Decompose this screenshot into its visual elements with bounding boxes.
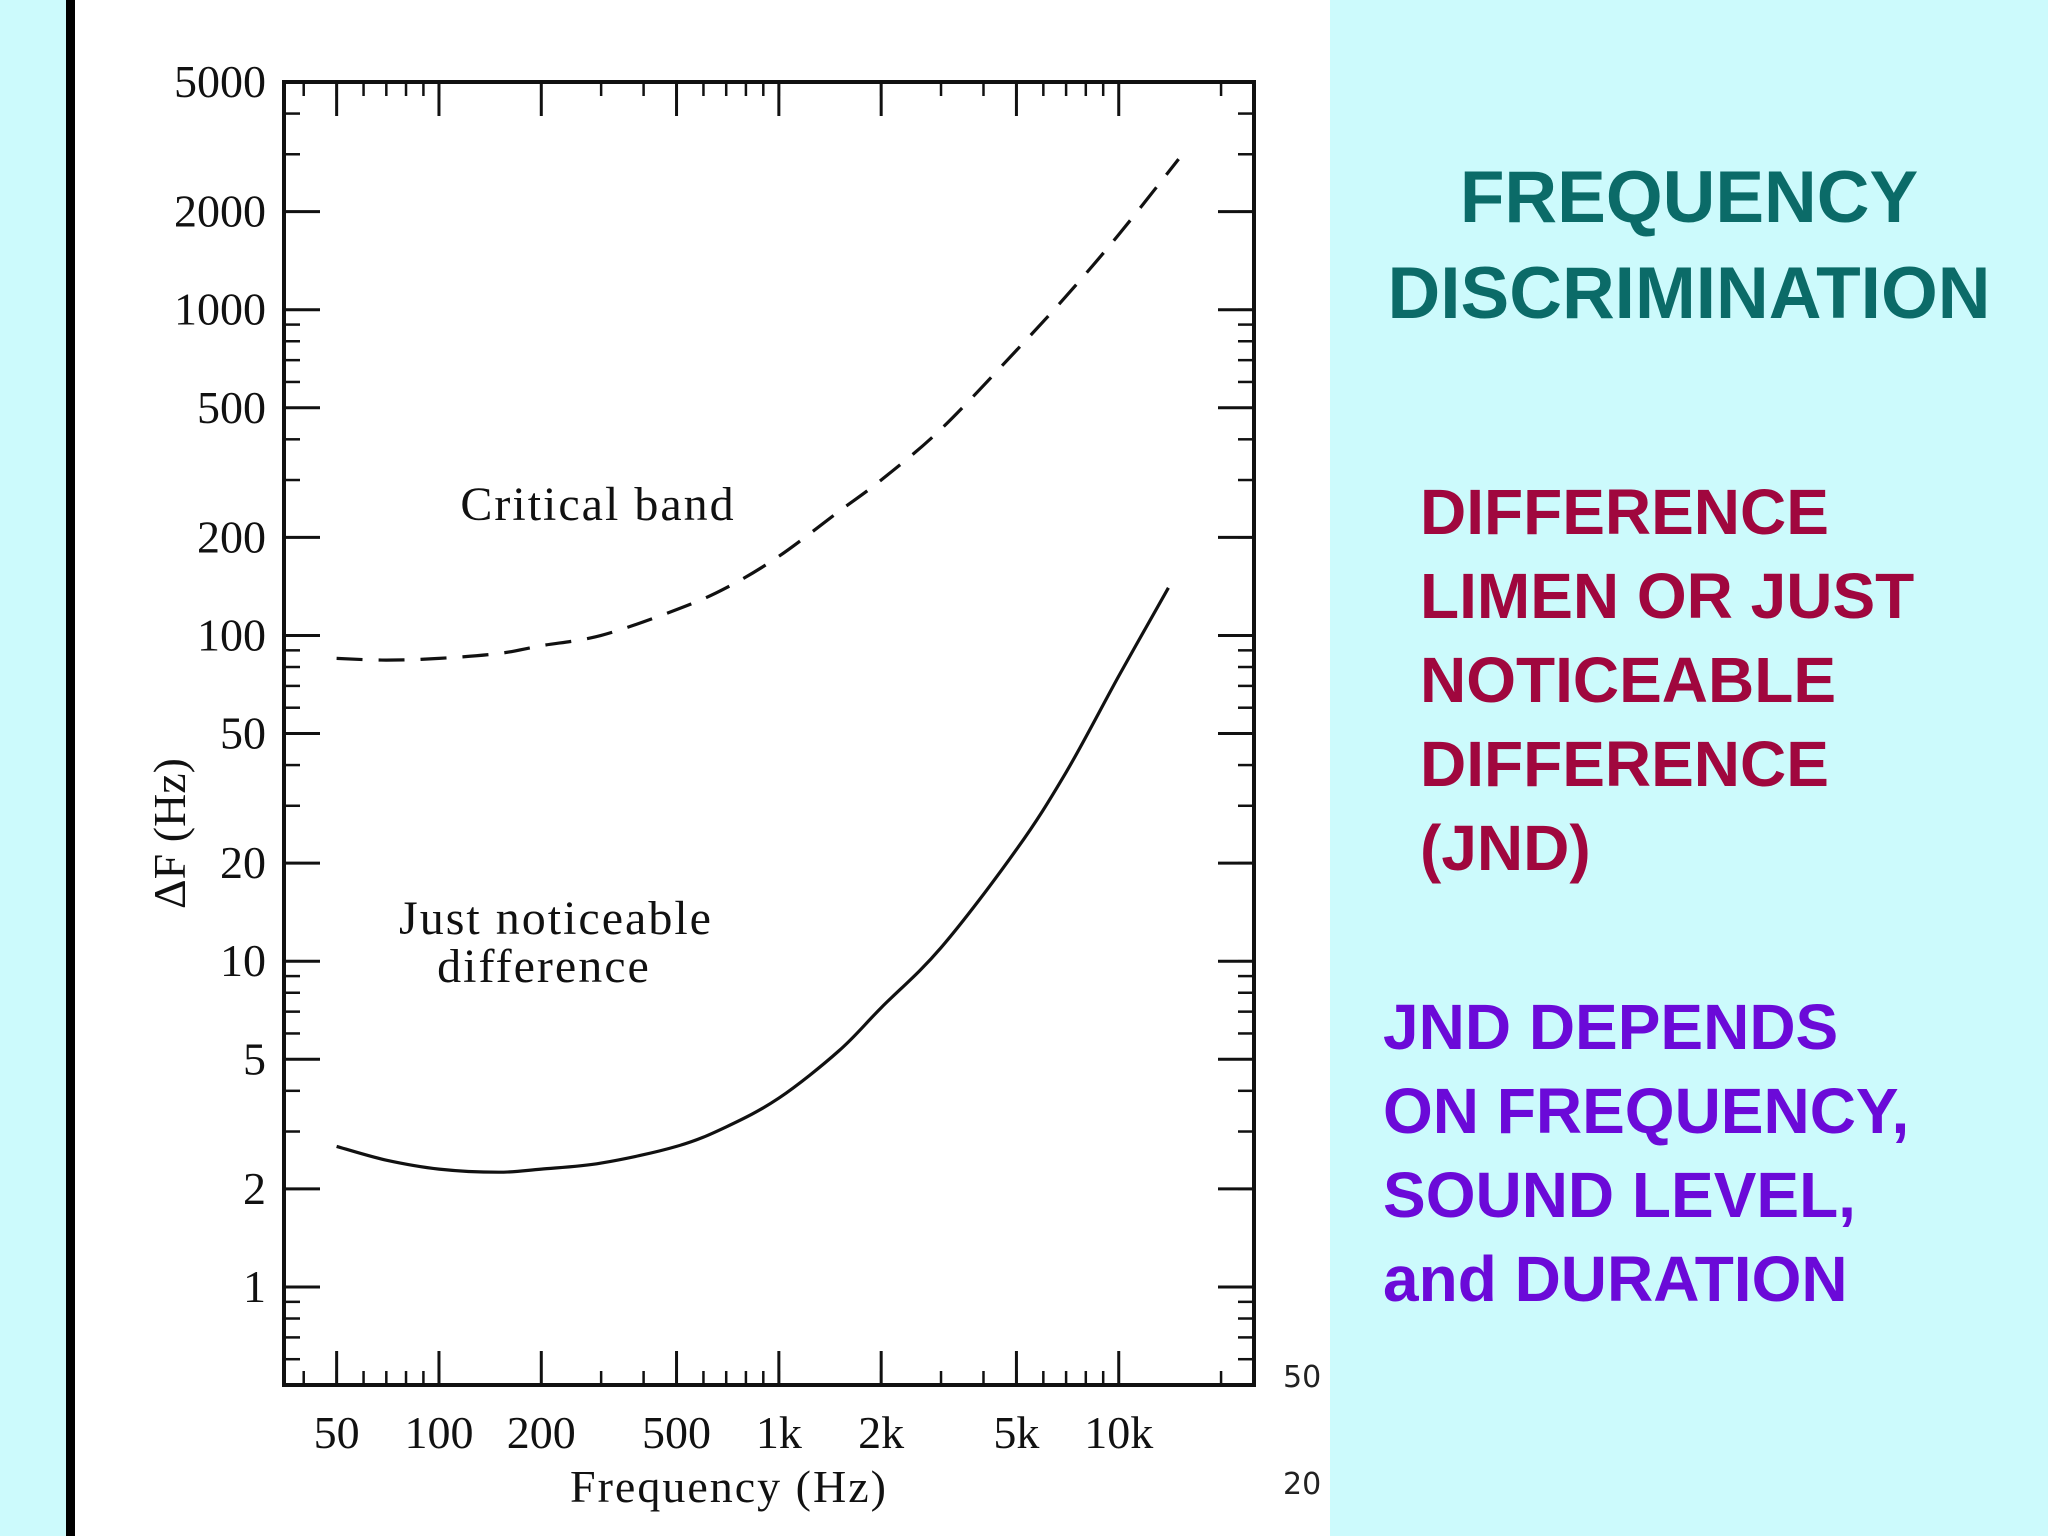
depends-line: JND DEPENDS	[1383, 991, 1839, 1063]
y-tick-label: 5000	[174, 56, 266, 107]
plot-frame	[282, 80, 1256, 1387]
jnd-line: LIMEN OR JUST	[1420, 560, 1915, 632]
critical-band-curve	[336, 158, 1180, 662]
jnd-curve	[336, 587, 1170, 1174]
jnd-line: DIFFERENCE	[1420, 728, 1829, 800]
jnd-label-line1: Just noticeable	[399, 892, 713, 945]
x-tick-label: 100	[404, 1407, 473, 1458]
depends-line: ON FREQUENCY,	[1383, 1075, 1910, 1147]
jnd-line: DIFFERENCE	[1420, 476, 1829, 548]
title-line: DISCRIMINATION	[1387, 253, 1991, 334]
labels-layer: 50 100 200 500 1k 2k 5k 10k 1 2 5 10 20 50 100 200 500 10…	[144, 56, 1153, 1512]
x-tick-label: 5k	[993, 1407, 1039, 1458]
y-tick-label: 2000	[174, 186, 266, 237]
x-tick-label: 10k	[1084, 1407, 1153, 1458]
jnd-line: NOTICEABLE	[1420, 644, 1836, 716]
axes-layer	[282, 80, 1256, 1387]
slide-title: FREQUENCY DISCRIMINATION	[1330, 150, 2048, 342]
y-tick-label: 50	[220, 708, 266, 759]
edge-note-bottom: 20	[1283, 1467, 1322, 1502]
depends-line: SOUND LEVEL,	[1383, 1159, 1856, 1231]
series-layer	[336, 158, 1180, 1174]
y-tick-label: 1000	[174, 284, 266, 335]
y-tick-label: 10	[220, 935, 266, 986]
x-tick-label: 2k	[858, 1407, 904, 1458]
y-axis-title: ΔF (Hz)	[144, 758, 195, 909]
jnd-dependence-text: JND DEPENDS ON FREQUENCY, SOUND LEVEL, a…	[1383, 985, 2023, 1321]
title-line: FREQUENCY	[1459, 157, 1919, 238]
jnd-label-line2: difference	[437, 940, 651, 993]
critical-band-label: Critical band	[460, 478, 735, 531]
y-tick-label: 5	[243, 1033, 266, 1084]
x-tick-label: 500	[642, 1407, 711, 1458]
x-tick-label: 1k	[756, 1407, 802, 1458]
x-tick-label: 50	[314, 1407, 360, 1458]
depends-line: and DURATION	[1383, 1243, 1848, 1315]
x-axis-title: Frequency (Hz)	[570, 1461, 888, 1512]
x-tick-label: 200	[507, 1407, 576, 1458]
edge-note-top: 50	[1283, 1360, 1322, 1395]
y-tick-label: 200	[197, 511, 266, 562]
jnd-line: (JND)	[1420, 812, 1591, 884]
jnd-definition-text: DIFFERENCE LIMEN OR JUST NOTICEABLE DIFF…	[1420, 470, 2020, 890]
y-tick-label: 500	[197, 382, 266, 433]
y-tick-label: 1	[243, 1261, 266, 1312]
slide-left-margin	[0, 0, 66, 1536]
y-tick-label: 100	[197, 609, 266, 660]
y-tick-label: 20	[220, 837, 266, 888]
scan-edge-rule	[66, 0, 75, 1536]
y-tick-label: 2	[243, 1163, 266, 1214]
